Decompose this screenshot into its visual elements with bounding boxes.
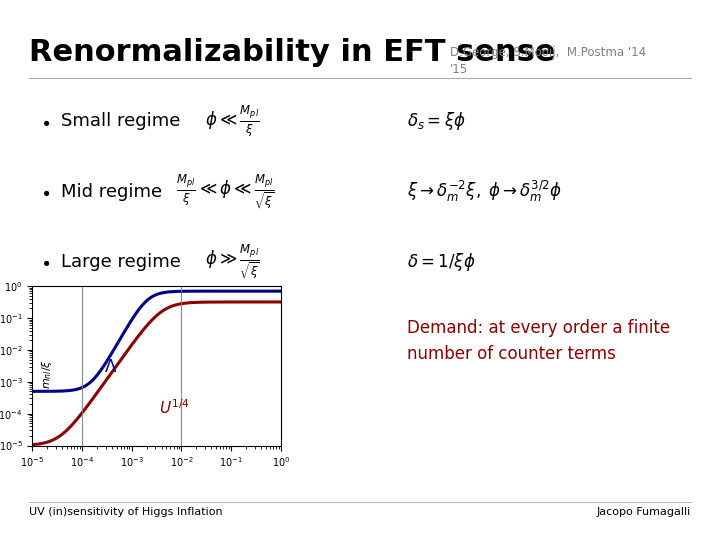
Text: Renormalizability in EFT sense: Renormalizability in EFT sense — [29, 38, 555, 67]
Text: $\bullet$: $\bullet$ — [40, 183, 50, 201]
Text: $\phi \ll \frac{M_{pl}}{\xi}$: $\phi \ll \frac{M_{pl}}{\xi}$ — [205, 104, 260, 139]
Text: Demand: at every order a finite
number of counter terms: Demand: at every order a finite number o… — [407, 319, 670, 363]
Text: $\frac{M_{pl}}{\xi} \ll \phi \ll \frac{M_{pl}}{\sqrt{\xi}}$: $\frac{M_{pl}}{\xi} \ll \phi \ll \frac{M… — [176, 172, 275, 211]
Text: $U^{1/4}$: $U^{1/4}$ — [159, 399, 189, 417]
Text: $\bullet$: $\bullet$ — [40, 253, 50, 271]
Text: $\xi \rightarrow \delta_m^{-2}\xi,\; \phi \rightarrow \delta_m^{3/2}\phi$: $\xi \rightarrow \delta_m^{-2}\xi,\; \ph… — [407, 179, 562, 204]
Text: $\bullet$: $\bullet$ — [40, 112, 50, 131]
Text: Mid regime: Mid regime — [61, 183, 162, 201]
Text: D.George, S.Mooij,  M.Postma '14: D.George, S.Mooij, M.Postma '14 — [450, 46, 646, 59]
Text: $\delta_s = \xi\phi$: $\delta_s = \xi\phi$ — [407, 111, 466, 132]
Text: Large regime: Large regime — [61, 253, 181, 271]
Text: $\phi \gg \frac{M_{pl}}{\sqrt{\xi}}$: $\phi \gg \frac{M_{pl}}{\sqrt{\xi}}$ — [205, 242, 260, 281]
Text: UV (in)sensitivity of Higgs Inflation: UV (in)sensitivity of Higgs Inflation — [29, 507, 222, 517]
Text: Small regime: Small regime — [61, 112, 181, 131]
Text: Jacopo Fumagalli: Jacopo Fumagalli — [597, 507, 691, 517]
Text: $\Lambda$: $\Lambda$ — [104, 357, 117, 376]
Text: '15: '15 — [450, 63, 468, 76]
Text: $\delta = 1/\xi\phi$: $\delta = 1/\xi\phi$ — [407, 251, 475, 273]
Text: $m_{nl}/\xi$: $m_{nl}/\xi$ — [40, 359, 54, 389]
